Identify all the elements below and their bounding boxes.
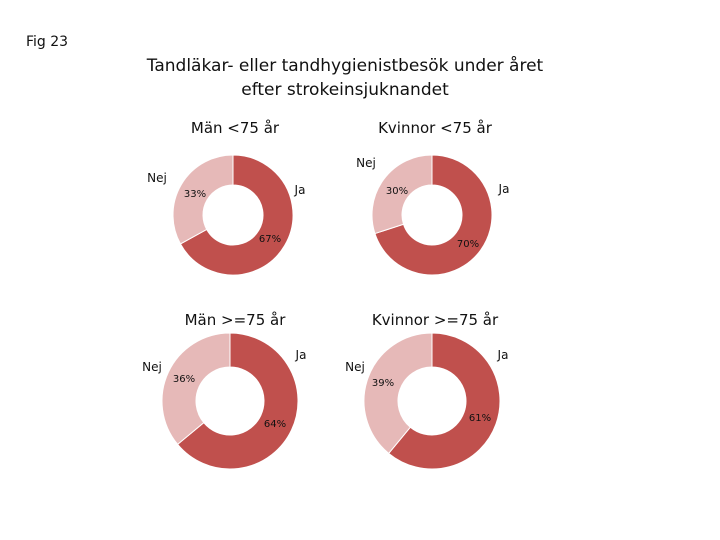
value-label-ja: 61% <box>469 413 491 424</box>
category-label-ja: Ja <box>295 348 307 362</box>
value-label-nej: 39% <box>372 378 394 389</box>
slice-nej <box>161 332 231 446</box>
chart-title-1: Män <75 år <box>191 119 280 137</box>
category-label-nej: Nej <box>142 360 162 374</box>
value-label-ja: 67% <box>259 234 281 245</box>
figure-title: Tandläkar- eller tandhygienistbesök unde… <box>0 54 690 102</box>
slice-ja <box>179 154 294 276</box>
category-label-ja: Ja <box>497 348 509 362</box>
category-label-nej: Nej <box>356 156 376 170</box>
category-label-nej: Nej <box>345 360 365 374</box>
donut-chart-4: Kvinnor >=75 år Ja 61% Nej 39% <box>345 311 509 470</box>
donut-chart-1: Män <75 år Ja 67% Nej 33% <box>147 119 306 276</box>
slice-nej <box>371 154 433 235</box>
slice-ja <box>387 332 501 470</box>
category-label-nej: Nej <box>147 171 167 185</box>
category-label-ja: Ja <box>294 183 306 197</box>
value-label-ja: 64% <box>264 419 286 430</box>
figure-label: Fig 23 <box>26 34 69 50</box>
chart-title-4: Kvinnor >=75 år <box>372 311 499 329</box>
slice-nej <box>363 332 433 455</box>
donut-chart-3: Män >=75 år Ja 64% Nej 36% <box>142 311 307 470</box>
chart-title-2: Kvinnor <75 år <box>378 119 493 137</box>
slice-ja <box>176 332 299 470</box>
donut-chart-2: Kvinnor <75 år Ja 70% Nej 30% <box>356 119 510 276</box>
figure-title-line-2: efter strokeinsjuknandet <box>241 80 449 100</box>
slice-ja <box>374 154 493 276</box>
slice-nej <box>172 154 234 245</box>
value-label-nej: 33% <box>184 189 206 200</box>
value-label-nej: 30% <box>386 186 408 197</box>
value-label-nej: 36% <box>173 374 195 385</box>
value-label-ja: 70% <box>457 239 479 250</box>
chart-title-3: Män >=75 år <box>185 311 287 329</box>
category-label-ja: Ja <box>498 182 510 196</box>
figure-title-line-1: Tandläkar- eller tandhygienistbesök unde… <box>146 56 544 76</box>
